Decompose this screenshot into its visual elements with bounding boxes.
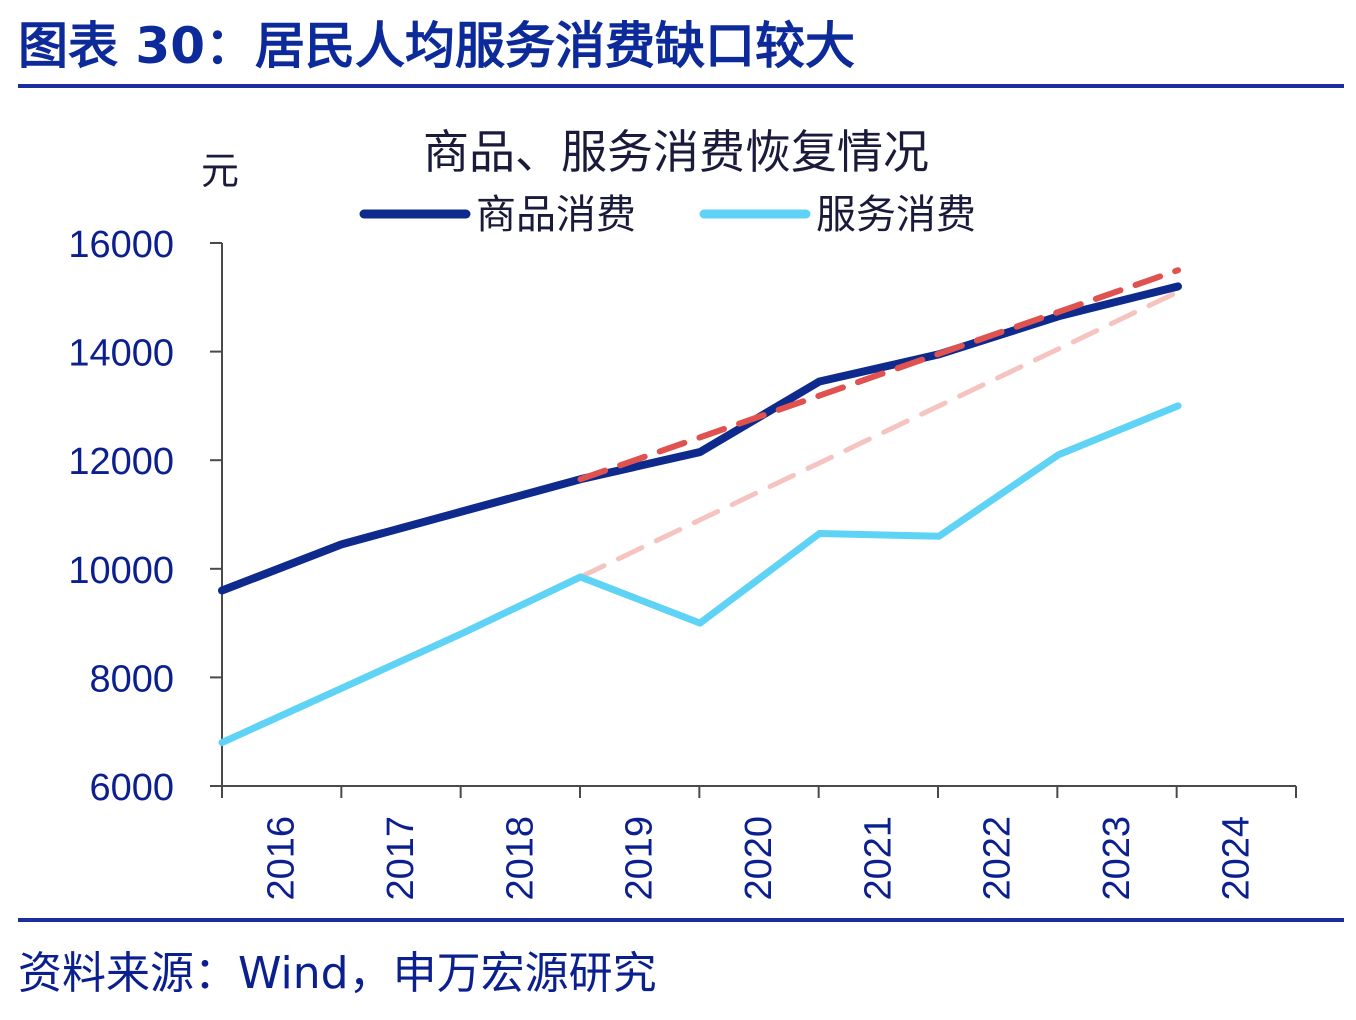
source-note: 资料来源：Wind，申万宏源研究: [18, 948, 657, 999]
x-tick-label: 2018: [499, 816, 541, 901]
y-tick-label: 10000: [68, 550, 174, 592]
x-tick-label: 2022: [977, 816, 1019, 901]
legend-label-services: 服务消费: [816, 192, 976, 238]
source-divider: [18, 918, 1344, 922]
chart-legend: 商品消费 服务消费: [359, 192, 976, 238]
chart-title: 商品、服务消费恢复情况: [423, 125, 929, 179]
services-series-line: [218, 402, 1182, 747]
title-divider: [18, 84, 1344, 88]
legend-label-goods: 商品消费: [476, 192, 636, 238]
y-tick-label: 8000: [89, 658, 174, 700]
x-tick-label: 2021: [857, 816, 899, 901]
services-trend-line: [578, 289, 1181, 580]
series-lines: [218, 402, 1182, 747]
x-tick-label: 2017: [380, 816, 422, 901]
y-tick-label: 12000: [68, 441, 174, 483]
y-tick-label: 16000: [68, 224, 174, 266]
goods-trend-line: [577, 267, 1181, 483]
y-axis-unit-label: 元: [201, 149, 239, 193]
y-tick-label: 14000: [68, 333, 174, 375]
trend-lines: [577, 267, 1181, 580]
x-tick-label: 2023: [1096, 816, 1138, 901]
line-chart: 商品、服务消费恢复情况 元 商品消费 服务消费 6000 8000 10000 120…: [68, 125, 1297, 901]
x-tick-label: 2016: [261, 816, 303, 901]
y-tick-label: 6000: [89, 767, 174, 809]
x-tick-label: 2020: [738, 816, 780, 901]
figure-title: 图表 30：居民人均服务消费缺口较大: [18, 17, 855, 75]
x-tick-label: 2024: [1215, 816, 1257, 901]
chart-axes: 6000 8000 10000 12000 14000 16000 2016 2017 2018…: [68, 224, 1297, 901]
x-tick-label: 2019: [619, 816, 661, 901]
